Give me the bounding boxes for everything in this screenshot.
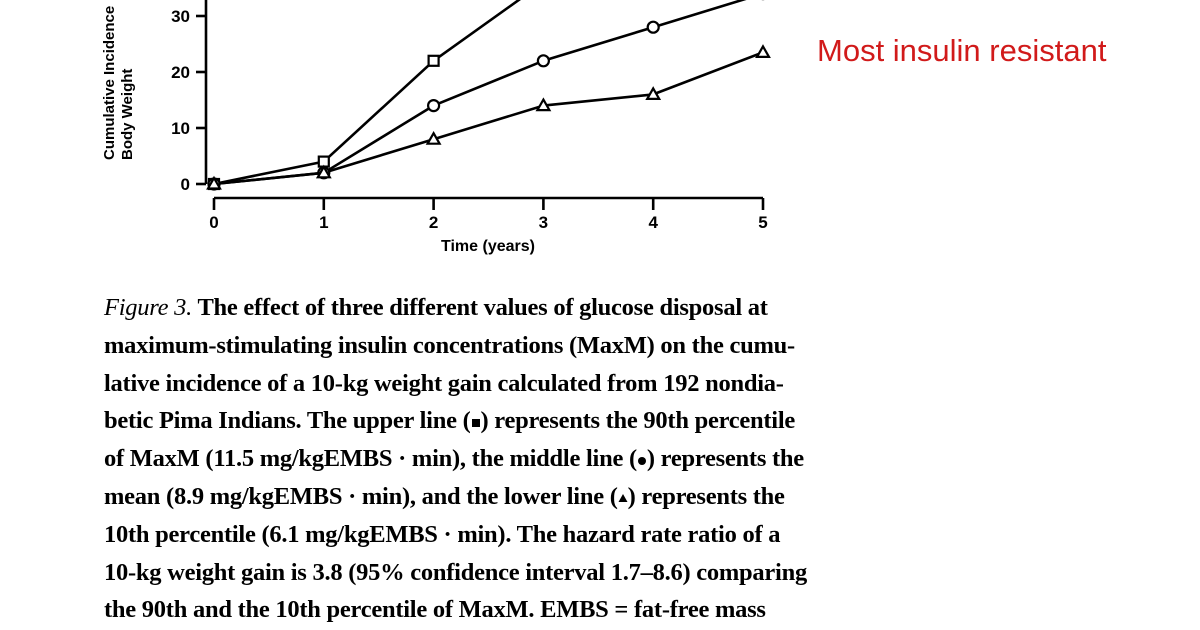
chart-series-lines — [213, 0, 764, 186]
x-tick-label-4: 4 — [648, 213, 658, 232]
data-point-triangle-2 — [425, 130, 442, 145]
data-point-square-2 — [427, 54, 440, 67]
data-point-circle-4 — [646, 20, 660, 34]
chart-axes — [196, 0, 765, 210]
y-tick-label-0: 0 — [181, 175, 190, 194]
x-tick-label-3: 3 — [539, 213, 548, 232]
caption-line-2: maximum-stimulating insulin concentratio… — [104, 331, 795, 359]
x-tick-label-5: 5 — [758, 213, 767, 232]
y-axis-label-line-2: Body Weight — [119, 69, 136, 160]
data-point-circle-2 — [427, 98, 441, 113]
square-marker-icon — [471, 418, 480, 427]
series-line-circle — [213, 0, 747, 186]
chart-labels: 0 10 20 30 0 1 2 3 4 5 Time (years) Cumulative Inci… — [101, 6, 768, 255]
x-tick-label-2: 2 — [429, 213, 438, 232]
data-point-triangle-1 — [315, 164, 332, 179]
y-axis-label-line-1: Cumulative Incidence — [101, 6, 118, 160]
series-line-triangle — [213, 51, 764, 186]
figure-caption: Figure 3. The effect of three different … — [104, 289, 1034, 629]
annotation-most-insulin-resistant: Most insulin resistant — [817, 33, 1107, 68]
circle-marker-icon — [637, 456, 646, 465]
caption-line-8: 10-kg weight gain is 3.8 (95% confidence… — [104, 558, 807, 586]
y-tick-label-30: 30 — [171, 7, 190, 26]
caption-line-3: lative incidence of a 10-kg weight gain … — [104, 369, 784, 397]
x-tick-label-0: 0 — [209, 213, 218, 232]
caption-line-4: betic Pima Indians. The upper line () re… — [104, 407, 796, 435]
triangle-marker-icon — [618, 494, 628, 503]
y-tick-label-20: 20 — [171, 63, 190, 82]
data-point-triangle-0 — [206, 175, 222, 190]
data-point-triangle-5 — [755, 44, 771, 59]
caption-line-1: Figure 3. The effect of three different … — [104, 294, 768, 321]
data-point-circle-3 — [536, 54, 551, 68]
caption-line-9: the 90th and the 10th percentile of MaxM… — [104, 596, 766, 624]
y-tick-label-10: 10 — [171, 119, 190, 138]
caption-line-6: mean (8.9 mg/kgEMBS · min), and the lowe… — [104, 482, 785, 510]
caption-line-7: 10th percentile (6.1 mg/kgEMBS · min). T… — [104, 520, 781, 548]
data-point-triangle-3 — [535, 97, 552, 112]
figure-label: Figure 3. — [104, 294, 193, 321]
series-line-square — [213, 0, 521, 186]
chart-series-markers — [206, 0, 771, 191]
caption-line-5: of MaxM (11.5 mg/kgEMBS · min), the midd… — [104, 445, 804, 473]
x-axis-label: Time (years) — [441, 238, 535, 255]
x-tick-label-1: 1 — [319, 213, 328, 232]
data-point-triangle-4 — [645, 86, 662, 101]
